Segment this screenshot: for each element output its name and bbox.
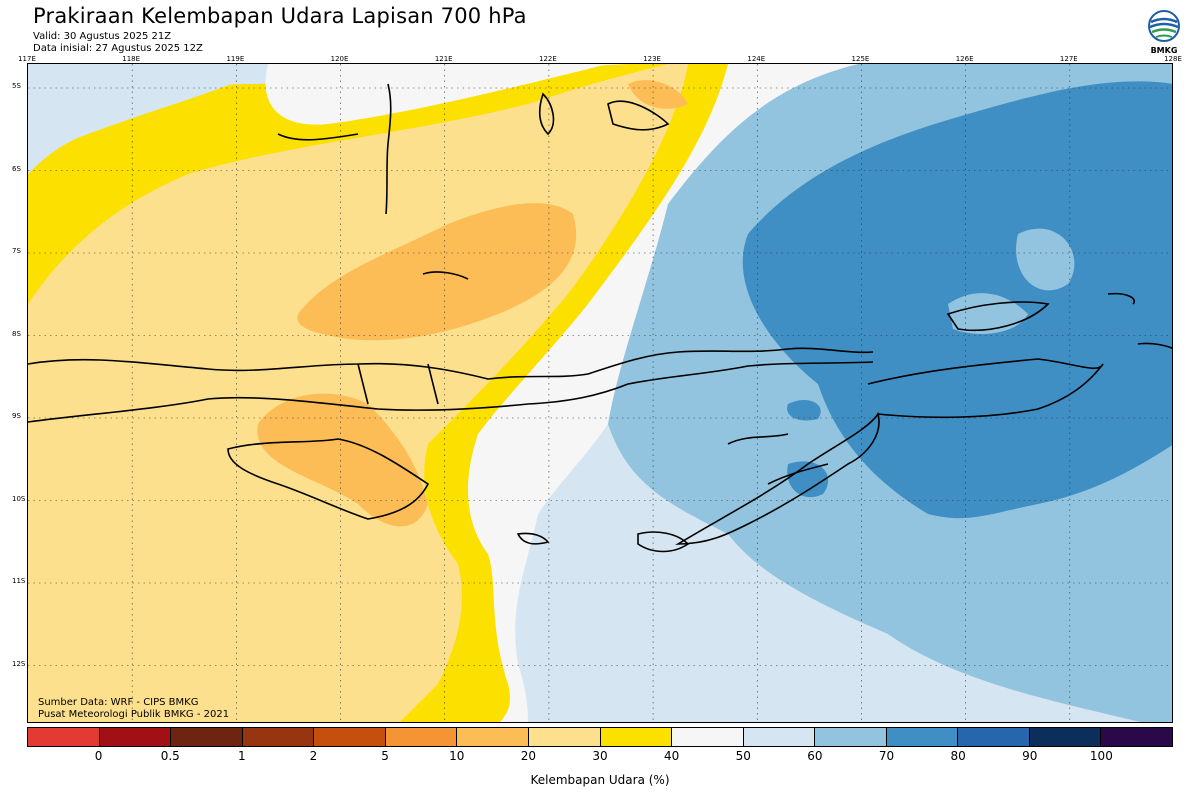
- lat-label: 5S: [12, 82, 21, 90]
- lat-label: 7S: [12, 247, 21, 255]
- lon-label: 121E: [434, 55, 453, 63]
- colorbar-segment: [1029, 728, 1102, 746]
- lon-label: 119E: [226, 55, 245, 63]
- lon-label: 125E: [851, 55, 870, 63]
- valid-time: Valid: 30 Agustus 2025 21Z: [33, 31, 172, 42]
- svg-text:BMKG: BMKG: [1151, 46, 1178, 55]
- colorbar-tick-label: 50: [735, 749, 751, 763]
- humidity-field-10-20-south: [257, 393, 428, 527]
- colorbar-segment: [385, 728, 458, 746]
- colorbar-segment: [314, 728, 386, 746]
- lon-label: 120E: [330, 55, 349, 63]
- colorbar-tick-label: 70: [878, 749, 895, 763]
- lon-label: 127E: [1059, 55, 1078, 63]
- init-time: Data inisial: 27 Agustus 2025 12Z: [33, 43, 203, 54]
- colorbar-tick-label: 0.5: [160, 749, 180, 763]
- colorbar-tick-label: 2: [309, 749, 318, 763]
- lon-label: 117E: [18, 55, 36, 63]
- colorbar-segment: [743, 728, 816, 746]
- colorbar-segment: [815, 728, 887, 746]
- lon-label: 128E: [1164, 55, 1182, 63]
- colorbar-tick-label: 20: [520, 749, 537, 763]
- colorbar-tick-label: 5: [381, 749, 389, 763]
- colorbar-title: Kelembapan Udara (%): [530, 773, 670, 787]
- colorbar-tick-label: 30: [592, 749, 608, 763]
- organization: Pusat Meteorologi Publik BMKG - 2021: [38, 709, 230, 720]
- lon-label: 118E: [122, 55, 141, 63]
- colorbar-tick-label: 100: [1089, 749, 1113, 763]
- map-title: Prakiraan Kelembapan Udara Lapisan 700 h…: [33, 4, 527, 28]
- colorbar-segment: [672, 728, 744, 746]
- lat-label: 9S: [12, 412, 21, 420]
- lon-label: 123E: [643, 55, 661, 63]
- lat-label: 10S: [12, 494, 26, 503]
- colorbar-segment: [457, 728, 529, 746]
- colorbar-segment: [99, 728, 172, 746]
- colorbar-segment: [28, 728, 100, 746]
- lon-label: 122E: [539, 55, 557, 63]
- coastlines: [28, 83, 1172, 553]
- colorbar-tick-label: 1: [238, 749, 246, 763]
- lat-lon-grid: [28, 64, 1172, 722]
- colorbar-segment: [958, 728, 1030, 746]
- lat-label: 11S: [12, 577, 26, 585]
- colorbar-tick-label: 80: [950, 749, 966, 763]
- lon-label: 126E: [955, 55, 974, 63]
- bmkg-logo: BMKG: [1144, 8, 1184, 56]
- colorbar-segment: [171, 728, 243, 746]
- lon-label: 124E: [747, 55, 766, 63]
- lat-label: 6S: [12, 164, 21, 173]
- colorbar-segment: [886, 728, 959, 746]
- colorbar-tick-label: 60: [807, 749, 823, 763]
- colorbar-tick-label: 40: [663, 749, 680, 763]
- colorbar-segment: [528, 728, 601, 746]
- humidity-map: [27, 63, 1173, 723]
- colorbar-segment: [1101, 728, 1172, 746]
- colorbar-tick-label: 90: [1022, 749, 1038, 763]
- data-source: Sumber Data: WRF - CIPS BMKG: [38, 697, 199, 708]
- colorbar-segment: [600, 728, 673, 746]
- colorbar-tick-label: 10: [449, 749, 465, 763]
- colorbar-segment: [242, 728, 315, 746]
- colorbar-tick-label: 0: [94, 749, 103, 763]
- colorbar: [27, 727, 1173, 747]
- lat-label: 8S: [12, 329, 21, 338]
- lat-label: 12S: [12, 659, 26, 668]
